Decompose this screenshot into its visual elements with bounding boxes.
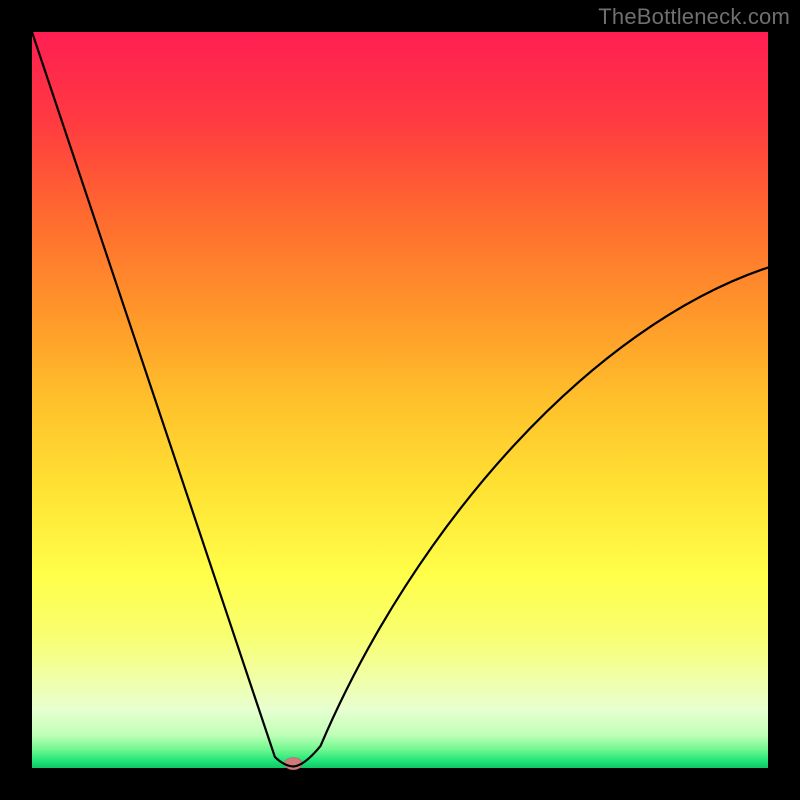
plot-background xyxy=(32,32,768,768)
chart-svg xyxy=(0,0,800,800)
watermark-text: TheBottleneck.com xyxy=(598,4,790,30)
